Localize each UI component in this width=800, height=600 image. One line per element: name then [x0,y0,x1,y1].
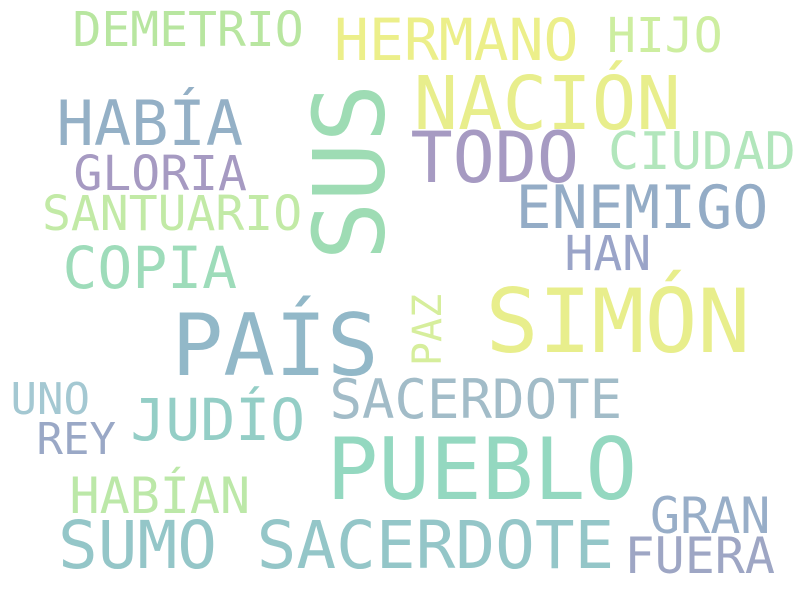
word-habia: HABÍA [56,87,244,160]
word-sumo-sacerdote: SUMO SACERDOTE [58,507,615,584]
word-nacion: NACIÓN [413,61,681,147]
word-fuera: FUERA [624,527,776,585]
word-gran: GRAN [650,487,771,545]
word-santuario: SANTUARIO [42,186,303,242]
word-ciudad: CIUDAD [608,122,796,182]
word-sus: SUS [293,83,408,261]
word-todo: TODO [410,117,580,199]
word-sacerdote: SACERDOTE [329,368,623,431]
word-han: HAN [564,226,652,282]
word-uno: UNO [10,374,90,425]
word-judio: JUDÍO [130,386,306,454]
word-copia: COPIA [62,234,238,302]
word-pais: PAÍS [171,296,379,396]
word-simon: SIMÓN [485,270,751,373]
word-hijo: HIJO [607,8,723,64]
word-paz: PAZ [405,293,452,367]
word-enemigo: ENEMIGO [515,173,769,243]
word-hermano: HERMANO [334,6,579,74]
word-habian: HABÍAN [69,467,251,525]
word-pueblo: PUEBLO [326,420,638,520]
word-rey: REY [36,414,116,465]
word-demetrio: DEMETRIO [72,2,304,58]
word-gloria: GLORIA [73,146,247,202]
